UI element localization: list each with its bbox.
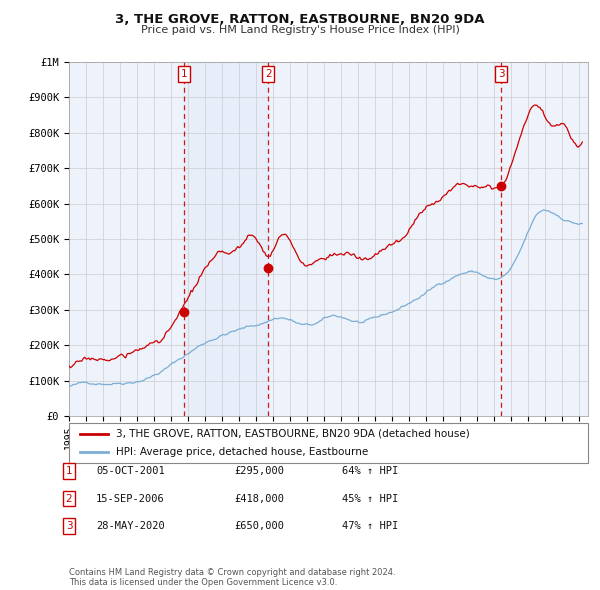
Text: £650,000: £650,000 — [234, 522, 284, 531]
Text: 64% ↑ HPI: 64% ↑ HPI — [342, 466, 398, 476]
Text: 2: 2 — [265, 69, 272, 79]
Text: 15-SEP-2006: 15-SEP-2006 — [96, 494, 165, 503]
Text: HPI: Average price, detached house, Eastbourne: HPI: Average price, detached house, East… — [116, 447, 368, 457]
Text: Contains HM Land Registry data © Crown copyright and database right 2024.
This d: Contains HM Land Registry data © Crown c… — [69, 568, 395, 587]
Text: £295,000: £295,000 — [234, 466, 284, 476]
Text: 1: 1 — [181, 69, 187, 79]
Text: 3, THE GROVE, RATTON, EASTBOURNE, BN20 9DA (detached house): 3, THE GROVE, RATTON, EASTBOURNE, BN20 9… — [116, 429, 469, 439]
Text: 3, THE GROVE, RATTON, EASTBOURNE, BN20 9DA: 3, THE GROVE, RATTON, EASTBOURNE, BN20 9… — [115, 13, 485, 26]
Bar — [184, 62, 268, 416]
Text: 3: 3 — [65, 522, 73, 531]
Text: 05-OCT-2001: 05-OCT-2001 — [96, 466, 165, 476]
Text: 1: 1 — [65, 466, 73, 476]
Text: 28-MAY-2020: 28-MAY-2020 — [96, 522, 165, 531]
Text: 45% ↑ HPI: 45% ↑ HPI — [342, 494, 398, 503]
Text: Price paid vs. HM Land Registry's House Price Index (HPI): Price paid vs. HM Land Registry's House … — [140, 25, 460, 35]
Text: 2: 2 — [65, 494, 73, 503]
Text: £418,000: £418,000 — [234, 494, 284, 503]
Text: 3: 3 — [498, 69, 505, 79]
Text: 47% ↑ HPI: 47% ↑ HPI — [342, 522, 398, 531]
